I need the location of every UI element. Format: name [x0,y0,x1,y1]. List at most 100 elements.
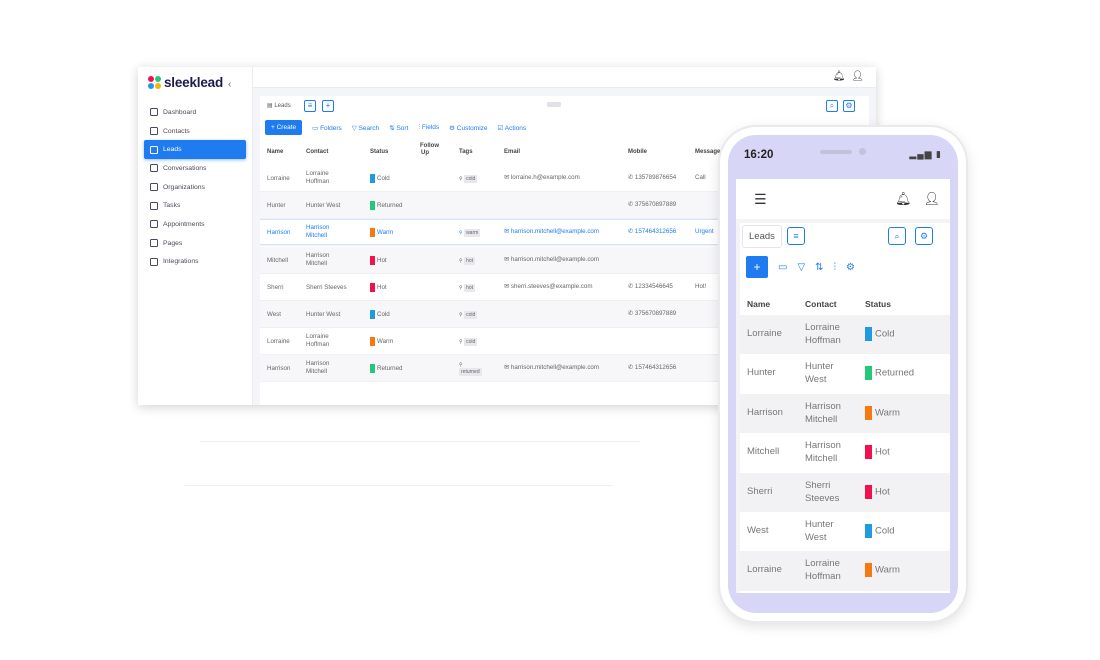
cell-contact[interactable]: Harrison Mitchell [306,224,330,240]
table-row[interactable]: Lorraine Lorraine Hoffman Warm ⚲ cold [260,328,869,356]
col-contact[interactable]: Contact [805,299,837,309]
tab-leads[interactable]: Leads [742,225,782,248]
col-email[interactable]: Email [504,149,521,155]
cell-mobile[interactable]: ✆ 375670897889 [628,310,677,317]
contacts-icon [150,127,158,136]
sidebar-item-label: Appointments [163,220,205,228]
col-follow-up[interactable]: Follow Up [420,143,439,156]
sort-icon[interactable]: ⇅ [815,261,824,273]
cell-contact[interactable]: Harrison Mitchell [306,360,330,376]
sort-button[interactable]: ⇅ Sort [389,124,409,132]
cell-email[interactable]: ✉ sherri.steeves@example.com [504,282,593,290]
cell-email[interactable]: ✉ harrison.mitchell@example.com [504,364,600,372]
brand-logo[interactable]: sleeklead ‹ [148,75,231,90]
mobile-leads-panel: Leads ≡ ⌕ ⚙ + ▭ ▽ ⇅ ⫶ ⚙ Name Contact Sta… [740,223,950,593]
sidebar-item-integrations[interactable]: Integrations [144,253,246,272]
col-name[interactable]: Name [747,299,771,309]
collapse-icon[interactable]: ‹ [228,79,232,90]
sidebar-item-leads[interactable]: Leads [144,140,246,160]
table-header: Name Contact Status Follow Up Tags Email … [260,141,869,165]
sidebar-item-contacts[interactable]: Contacts [144,122,246,141]
status-badge: Hot [370,282,387,292]
cell-name: Lorraine [267,175,290,182]
bell-icon[interactable]: 🔔︎ [832,71,846,82]
list-item[interactable]: Harrison Harrison Mitchell Warm [740,393,950,434]
brand-name: sleeklead [164,75,223,90]
cell-contact[interactable]: Harrison Mitchell [306,251,330,267]
customize-button[interactable]: ⚙ Customize [449,124,488,132]
speaker [820,150,852,154]
cell-name: Hunter [267,202,286,210]
fields-button[interactable]: ⫶ Fields [418,123,440,131]
cell-mobile[interactable]: ✆ 375670897889 [628,201,677,209]
user-icon[interactable]: 👤︎ [851,71,864,82]
tag-cell: ⚲ cold [459,338,478,347]
cell-mobile[interactable]: ✆ 157464312656 [628,364,677,372]
col-name[interactable]: Name [267,149,284,155]
mobile-toolbar: + ▭ ▽ ⇅ ⫶ ⚙ [746,255,950,279]
cell-contact[interactable]: Hunter West [306,311,341,318]
settings-button[interactable]: ⚙ [843,100,855,112]
sidebar-item-appointments[interactable]: Appointments [144,215,246,234]
cell-contact[interactable]: Sherri Steeves [306,283,347,291]
settings-button[interactable]: ⚙ [915,227,933,245]
filter-icon[interactable]: ▽ [797,261,806,273]
list-item[interactable]: Mitchell Harrison Mitchell Hot [740,433,950,472]
search-button[interactable]: ⌕ [888,227,906,245]
col-tags[interactable]: Tags [459,149,473,155]
sidebar-item-dashboard[interactable]: Dashboard [144,103,246,122]
fields-icon[interactable]: ⫶ [833,261,837,273]
col-status[interactable]: Status [865,299,891,309]
add-button[interactable]: + [746,256,768,278]
col-status[interactable]: Status [370,149,389,155]
col-mobile[interactable]: Mobile [628,149,647,155]
col-message[interactable]: Message [695,149,721,155]
hamburger-icon[interactable]: ☰ [754,191,767,207]
tag-cell: ⚲ cold [459,175,478,183]
sidebar-item-pages[interactable]: Pages [144,234,246,253]
settings-icon[interactable]: ⚙ [846,261,856,273]
cell-mobile[interactable]: ✆ 12334546645 [628,282,673,290]
cell-mobile[interactable]: ✆ 135789876654 [628,174,677,181]
folders-button[interactable]: ▭ Folders [312,124,342,132]
list-item[interactable]: Lorraine Lorraine Hoffman Warm [740,551,950,591]
search-button[interactable]: ⌕ [826,100,838,112]
tag-badge: cold [464,311,478,319]
bell-icon[interactable]: 🔔︎ [894,191,912,206]
cell-contact[interactable]: Lorraine Hoffman [306,170,330,185]
table-row[interactable]: Sherri Sherri Steeves Hot ⚲ hot ✉ sherri.ste… [260,274,869,301]
list-view-button[interactable]: ≡ [787,227,805,245]
list-view-button[interactable]: ≡ [304,100,316,112]
signal-battery-icon: ▂▄▆ ▮ [909,149,942,159]
tag-badge: cold [464,338,478,347]
table-row[interactable]: Lorraine Lorraine Hoffman Cold ⚲ cold ✉ lorra… [260,165,869,192]
list-item[interactable]: Lorraine Lorraine Hoffman Cold [740,315,950,355]
folder-icon[interactable]: ▭ [778,261,788,273]
create-button[interactable]: + Create [265,120,303,135]
cell-email[interactable]: ✉ lorraine.h@example.com [504,174,580,181]
tab-leads[interactable]: ▤ Leads [267,103,291,109]
cell-email[interactable]: ✉ harrison.mitchell@example.com [504,255,600,263]
cell-contact[interactable]: Hunter West [306,202,341,210]
cell-name: Lorraine [267,338,290,346]
list-item[interactable]: Sherri Sherri Steeves Hot [740,472,950,512]
sidebar-item-tasks[interactable]: Tasks [144,196,246,215]
cell-email[interactable]: ✉ harrison.mitchell@example.com [504,228,600,236]
cell-contact: Lorraine Hoffman [805,322,841,346]
cell-contact[interactable]: Lorraine Hoffman [306,333,330,349]
status-badge: Hot [370,255,387,265]
drag-handle[interactable] [547,102,561,107]
actions-button[interactable]: ☑ Actions [497,124,527,132]
integrations-icon [150,257,158,266]
sidebar-item-organizations[interactable]: Organizations [144,178,246,197]
tasks-icon [150,201,158,210]
sidebar-item-conversations[interactable]: Conversations [144,159,246,178]
cell-mobile[interactable]: ✆ 157464312656 [628,228,677,236]
add-view-button[interactable]: + [322,100,334,112]
user-icon[interactable]: 👤︎ [923,191,940,206]
search-filter-button[interactable]: ▽ Search [351,124,380,132]
list-item[interactable]: Hunter Hunter West Returned [740,354,950,393]
list-item[interactable]: West Hunter West Cold [740,512,950,551]
tag-badge: cold [464,175,478,183]
col-contact[interactable]: Contact [306,149,329,155]
